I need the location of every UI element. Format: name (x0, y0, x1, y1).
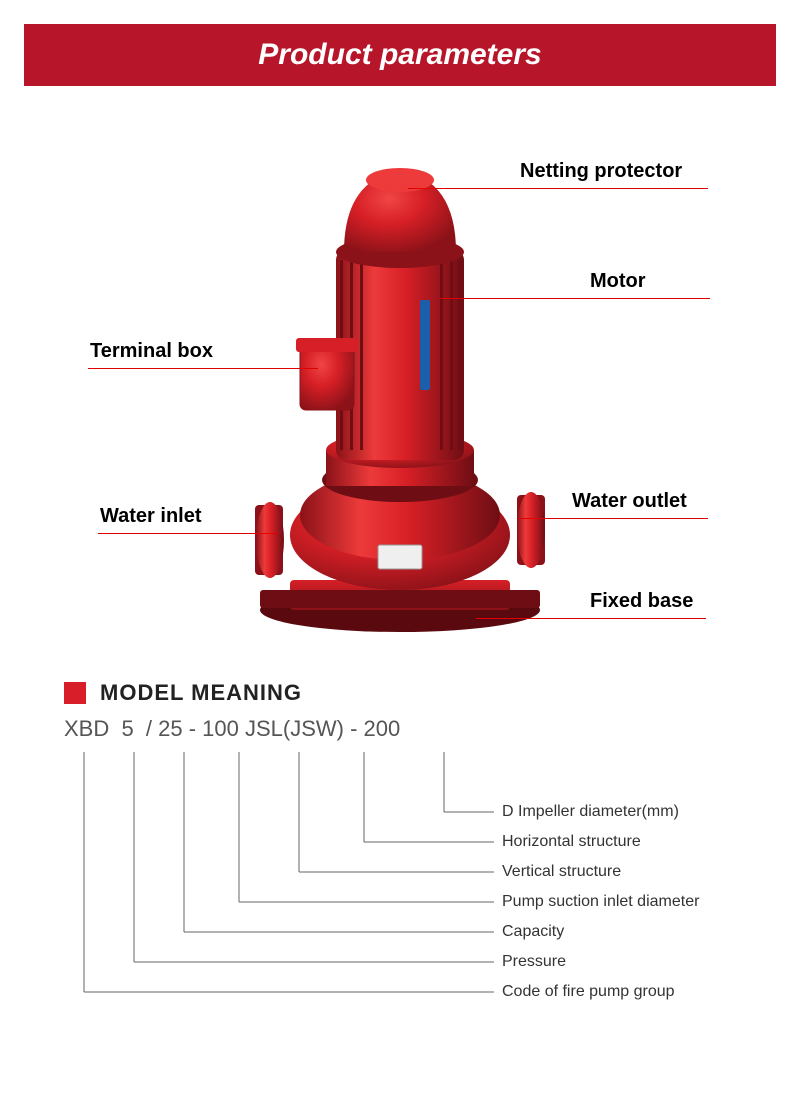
callout-water-inlet: Water inlet (100, 505, 202, 528)
bracket-label-5: Pressure (502, 953, 566, 970)
callout-line (98, 533, 278, 534)
bracket-label-4: Capacity (502, 923, 564, 940)
pump-illustration (0, 120, 800, 660)
model-heading-row: MODEL MEANING (64, 680, 744, 706)
model-bracket-diagram: D Impeller diameter(mm) Horizontal struc… (64, 752, 744, 1052)
pump-diagram: Netting protector Motor Terminal box Wat… (0, 120, 800, 660)
header-title: Product parameters (258, 38, 541, 72)
bracket-label-2: Vertical structure (502, 863, 621, 880)
callout-terminal-box: Terminal box (90, 340, 213, 363)
bracket-label-1: Horizontal structure (502, 833, 641, 850)
bracket-label-0: D Impeller diameter(mm) (502, 803, 679, 820)
callout-line (88, 368, 318, 369)
model-code: XBD 5 / 25 - 100 JSL(JSW) - 200 (64, 716, 744, 742)
bracket-label-3: Pump suction inlet diameter (502, 893, 700, 910)
model-meaning-section: MODEL MEANING XBD 5 / 25 - 100 JSL(JSW) … (64, 680, 744, 1057)
callout-line (518, 518, 708, 519)
callout-motor: Motor (590, 270, 646, 293)
callout-fixed-base: Fixed base (590, 590, 693, 613)
model-heading: MODEL MEANING (100, 680, 302, 706)
callout-line (476, 618, 706, 619)
callout-line (408, 188, 708, 189)
red-square-icon (64, 682, 86, 704)
callout-water-outlet: Water outlet (572, 490, 687, 513)
callout-line (440, 298, 710, 299)
bracket-label-6: Code of fire pump group (502, 983, 675, 1000)
header-bar: Product parameters (24, 24, 776, 86)
callout-netting-protector: Netting protector (520, 160, 682, 183)
